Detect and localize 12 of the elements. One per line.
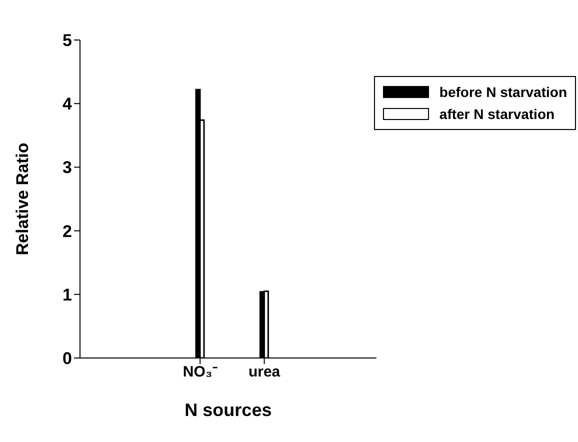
y-axis-title: Relative Ratio (13, 142, 32, 256)
y-tick-label: 5 (62, 31, 72, 50)
x-tick-label: urea (248, 364, 281, 381)
y-tick-label: 1 (62, 285, 72, 304)
y-tick-label: 3 (62, 158, 72, 178)
x-tick-label: NO₃⁻ (182, 364, 218, 381)
y-tick-label: 4 (62, 94, 73, 114)
y-tick-label: 0 (62, 349, 72, 368)
x-axis-title: N sources (184, 400, 272, 420)
legend-label: after N starvation (439, 106, 555, 122)
legend-label: before N starvation (439, 84, 567, 100)
y-tick-label: 2 (62, 222, 72, 241)
